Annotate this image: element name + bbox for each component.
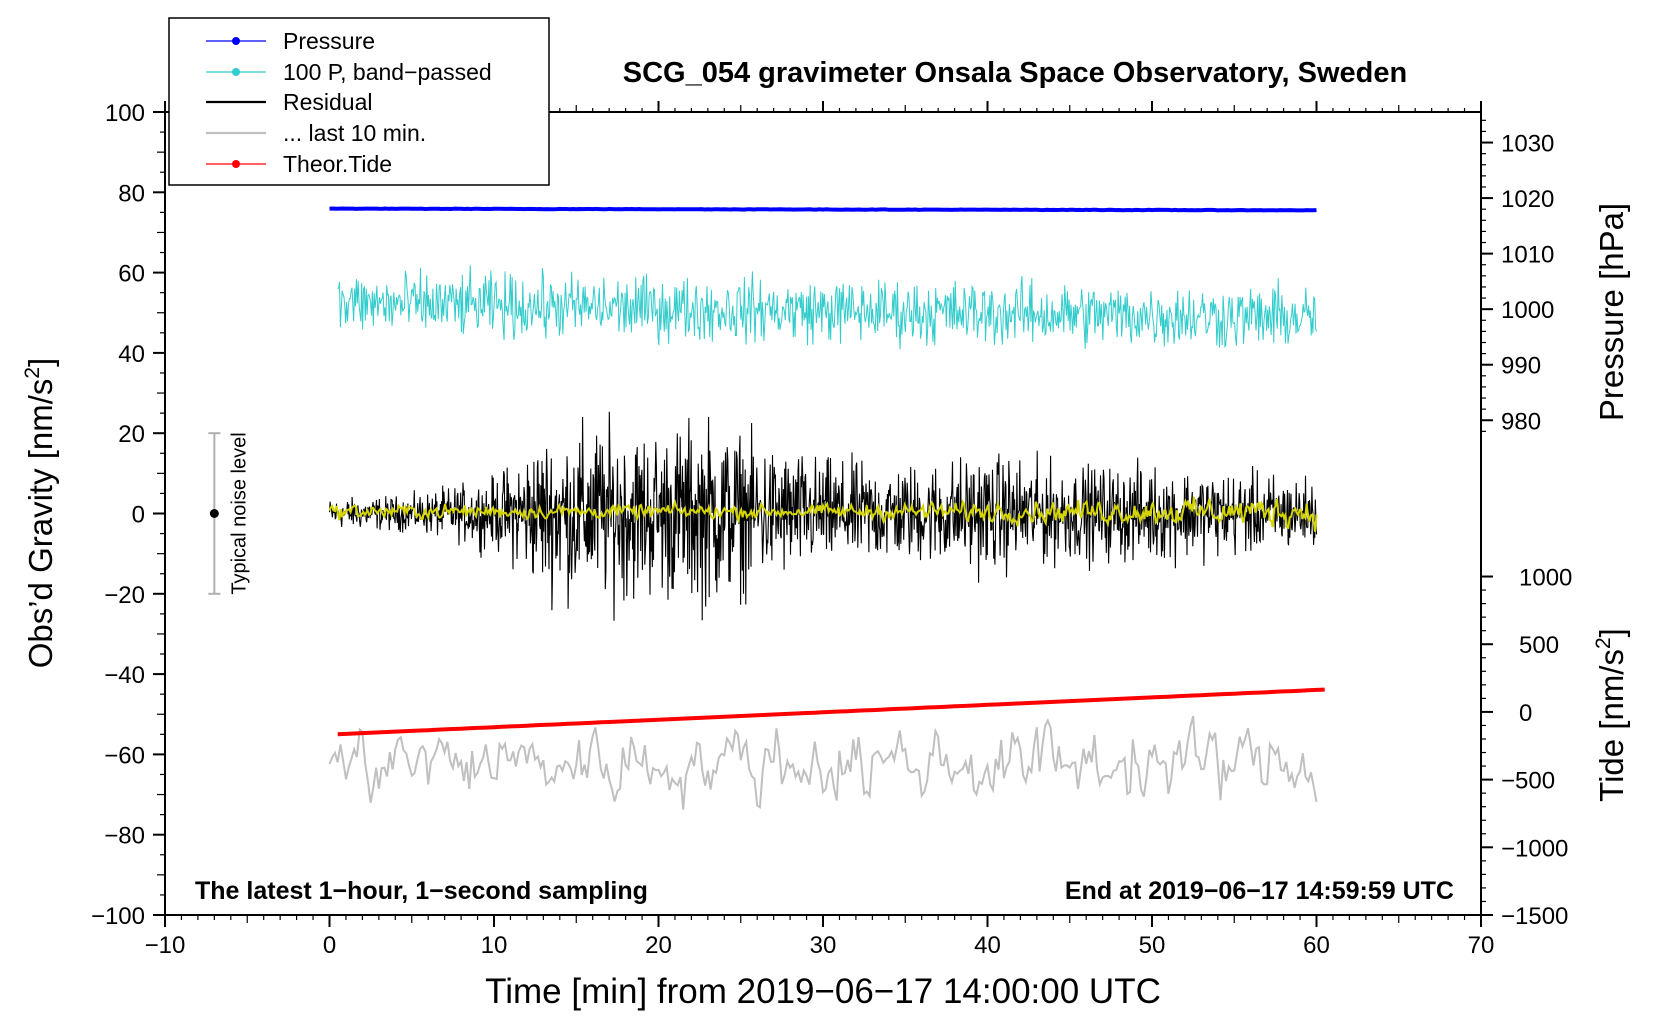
noise-bar-label: Typical noise level xyxy=(228,432,250,594)
y-tick-label: 20 xyxy=(118,421,145,448)
pressure-tick-label: 1020 xyxy=(1501,186,1554,213)
series-layer xyxy=(328,206,1325,810)
tide-tick-label: −1000 xyxy=(1501,835,1568,862)
x-tick-label: 50 xyxy=(1139,932,1166,959)
legend-label-bandpassed: 100 P, band−passed xyxy=(283,59,492,85)
y-tick-label: 0 xyxy=(132,502,145,529)
y-tick-label: 40 xyxy=(118,341,145,368)
residual-smoothed-series-line xyxy=(328,496,1318,532)
annotation-left: The latest 1−hour, 1−second sampling xyxy=(195,877,648,905)
y-axis-pressure-label: Pressure [hPa] xyxy=(1593,203,1630,421)
y-tick-label: −100 xyxy=(91,903,145,930)
y-tick-label: 60 xyxy=(118,261,145,288)
legend-box xyxy=(168,17,550,186)
x-axis-label: Time [min] from 2019−06−17 14:00:00 UTC xyxy=(485,972,1161,1011)
x-tick-label: 20 xyxy=(645,932,672,959)
theor-tide-series-line xyxy=(337,687,1325,737)
legend-label-last10: ... last 10 min. xyxy=(283,120,426,146)
annotation-right: End at 2019−06−17 14:59:59 UTC xyxy=(1065,877,1454,905)
tide-tick-label: −500 xyxy=(1501,768,1555,795)
pressure-series-line xyxy=(329,206,1317,213)
legend-entry-pressure: Pressure xyxy=(206,28,375,54)
tide-tick-label: 0 xyxy=(1519,700,1532,727)
x-tick-label: 60 xyxy=(1303,932,1330,959)
pressure-tick-label: 1010 xyxy=(1501,242,1554,269)
pressure-tick-label: 1030 xyxy=(1501,131,1554,158)
y-tick-label: −40 xyxy=(104,662,145,689)
y-axis-tide-label-end: ] xyxy=(1593,628,1630,637)
noise-level-indicator: Typical noise level xyxy=(208,432,250,595)
y-axis-tide: 1000 500 0 −500 −1000 −1500 xyxy=(1481,565,1572,930)
pressure-tick-label: 990 xyxy=(1501,353,1541,380)
legend: Pressure 100 P, band−passed Residual ...… xyxy=(168,17,550,186)
x-tick-label: −10 xyxy=(145,932,186,959)
legend-label-tide: Theor.Tide xyxy=(283,151,392,177)
y-axis-left-label-sup: 2 xyxy=(21,367,44,379)
legend-swatch-dot xyxy=(232,37,240,45)
last-10-min-series-line xyxy=(328,715,1318,810)
y-tick-label: 100 xyxy=(105,100,145,127)
legend-swatch-dot xyxy=(232,68,240,76)
y-tick-label: −60 xyxy=(104,742,145,769)
y-axis-left-label-main: Obs’d Gravity [nm/s xyxy=(22,379,59,669)
y-tick-label: 80 xyxy=(118,180,145,207)
tide-tick-label: 500 xyxy=(1519,632,1559,659)
legend-label-residual: Residual xyxy=(283,89,373,115)
x-tick-label: 10 xyxy=(481,932,508,959)
y-axis-left: 100 80 60 40 20 0 −20 −40 −60 −80 −100 xyxy=(91,100,165,930)
x-tick-label: 40 xyxy=(974,932,1001,959)
x-tick-label: 30 xyxy=(810,932,837,959)
noise-bar-center-dot xyxy=(209,509,219,518)
tide-tick-label: 1000 xyxy=(1519,565,1572,592)
y-axis-pressure: 1030 1020 1010 1000 990 980 xyxy=(1481,119,1554,435)
tide-tick-label: −1500 xyxy=(1501,903,1568,930)
y-axis-left-label: Obs’d Gravity [nm/s2] xyxy=(21,358,59,669)
legend-entry-tide: Theor.Tide xyxy=(206,151,392,177)
legend-entry-residual: Residual xyxy=(206,89,373,115)
pressure-tick-label: 1000 xyxy=(1501,297,1554,324)
legend-entry-bandpassed: 100 P, band−passed xyxy=(206,59,492,85)
x-tick-label: 0 xyxy=(323,932,336,959)
x-tick-label: 70 xyxy=(1468,932,1495,959)
y-axis-tide-label: Tide [nm/s2] xyxy=(1592,628,1630,802)
y-axis-left-label-end: ] xyxy=(22,358,59,367)
x-axis: −10 0 10 20 30 40 50 60 70 xyxy=(145,101,1495,959)
y-tick-label: −80 xyxy=(104,823,145,850)
bandpassed-series-line xyxy=(337,265,1317,350)
legend-entry-last10: ... last 10 min. xyxy=(206,120,426,146)
chart-title: SCG_054 gravimeter Onsala Space Observat… xyxy=(623,57,1407,89)
pressure-tick-label: 980 xyxy=(1501,408,1541,435)
y-tick-label: −20 xyxy=(104,582,145,609)
legend-label-pressure: Pressure xyxy=(283,28,375,54)
y-axis-tide-label-main: Tide [nm/s xyxy=(1593,649,1630,802)
y-axis-tide-label-sup: 2 xyxy=(1592,637,1615,649)
legend-swatch-dot xyxy=(232,160,240,168)
